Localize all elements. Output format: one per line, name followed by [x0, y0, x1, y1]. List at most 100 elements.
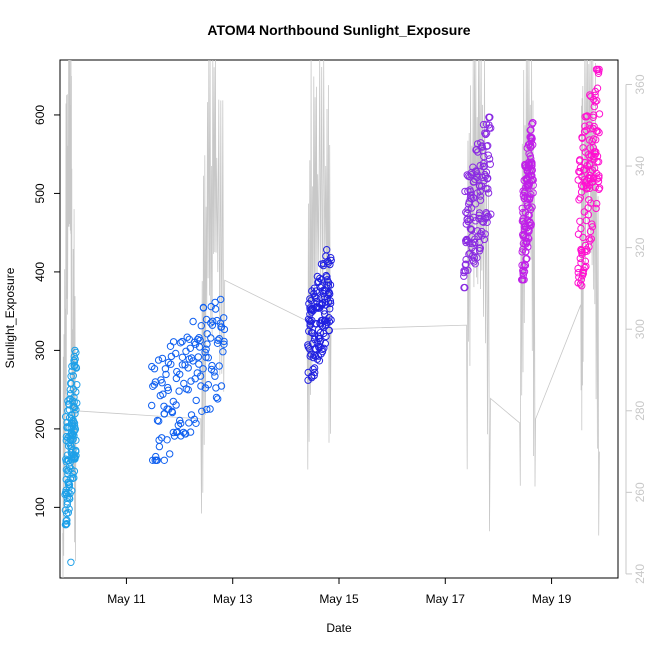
data-point [593, 199, 601, 208]
x-axis-label: Date [326, 621, 352, 635]
data-point [580, 128, 589, 136]
data-point [202, 345, 210, 353]
data-point [586, 227, 595, 236]
data-point [320, 310, 329, 318]
x-tick-label: May 15 [319, 592, 359, 606]
data-point [481, 130, 490, 139]
data-point [594, 158, 603, 166]
data-point [466, 239, 474, 248]
data-point [592, 204, 600, 213]
data-point [217, 382, 226, 390]
data-point [196, 372, 205, 380]
data-point [177, 419, 185, 428]
data-point [220, 314, 228, 322]
data-point [587, 235, 595, 243]
data-point [526, 152, 534, 160]
data-point [528, 162, 536, 170]
data-point [172, 349, 180, 358]
y-tick-label: 600 [33, 105, 47, 125]
data-point [595, 184, 604, 192]
data-point [326, 299, 335, 308]
data-point [525, 203, 533, 212]
data-point [481, 230, 489, 238]
x-axis: May 11 May 13 May 15 May 17 May 19 [107, 578, 572, 606]
data-point [63, 516, 71, 524]
data-point [527, 126, 535, 134]
data-point [176, 339, 185, 347]
data-point [198, 407, 206, 415]
data-point [464, 217, 472, 226]
data-point [175, 387, 183, 395]
data-point [172, 401, 180, 409]
y-tick-label: 200 [33, 419, 47, 439]
data-point [576, 168, 584, 176]
data-point [187, 377, 195, 385]
data-point [581, 257, 589, 265]
data-point [217, 295, 225, 304]
data-point [317, 276, 326, 284]
data-point [168, 407, 176, 416]
data-point [586, 91, 594, 99]
data-point [197, 382, 205, 390]
data-point [475, 211, 483, 220]
data-point [593, 96, 601, 105]
data-point [468, 226, 476, 234]
data-point [310, 364, 319, 372]
data-point [590, 164, 599, 172]
data-point [73, 381, 81, 389]
data-point [327, 254, 335, 262]
data-point [199, 303, 208, 312]
x-tick-label: May 13 [213, 592, 253, 606]
data-point [479, 218, 488, 226]
data-point [190, 415, 199, 423]
data-point [166, 342, 175, 350]
data-point [588, 223, 597, 231]
data-point [322, 271, 330, 280]
data-point [321, 339, 329, 348]
data-point [325, 326, 333, 335]
data-point [525, 235, 533, 243]
data-point [484, 174, 492, 182]
data-point [473, 254, 481, 262]
data-point [484, 151, 492, 159]
right-y-axis: 240 260 280 300 320 340 360 [625, 74, 647, 584]
data-point [72, 364, 81, 372]
data-point [480, 235, 489, 244]
data-point [528, 120, 536, 128]
data-point [181, 430, 190, 438]
data-point [529, 181, 537, 189]
data-point [207, 334, 215, 342]
data-point [326, 290, 334, 298]
data-point [73, 399, 81, 407]
data-point [587, 199, 595, 207]
data-point [484, 189, 493, 197]
data-point [593, 152, 602, 160]
data-point [323, 246, 331, 254]
data-point [591, 150, 600, 158]
data-point [186, 344, 195, 352]
data-point [519, 271, 527, 279]
data-point [327, 316, 335, 324]
data-point [207, 365, 216, 374]
data-point [583, 247, 591, 255]
data-point [582, 126, 590, 135]
data-point [582, 262, 590, 271]
data-point [313, 294, 321, 302]
data-point [194, 353, 203, 361]
data-point [592, 136, 600, 144]
data-point [460, 272, 468, 280]
data-point [195, 360, 203, 368]
data-point [485, 155, 494, 163]
data-point [522, 248, 530, 256]
right-tick-label: 320 [633, 237, 647, 257]
data-point [160, 456, 169, 464]
data-point [207, 302, 215, 311]
data-point [192, 419, 200, 427]
data-point [528, 166, 536, 174]
data-point [66, 495, 74, 503]
data-point [591, 183, 599, 191]
data-point [67, 411, 76, 419]
data-point [162, 370, 170, 379]
data-point [72, 388, 80, 396]
